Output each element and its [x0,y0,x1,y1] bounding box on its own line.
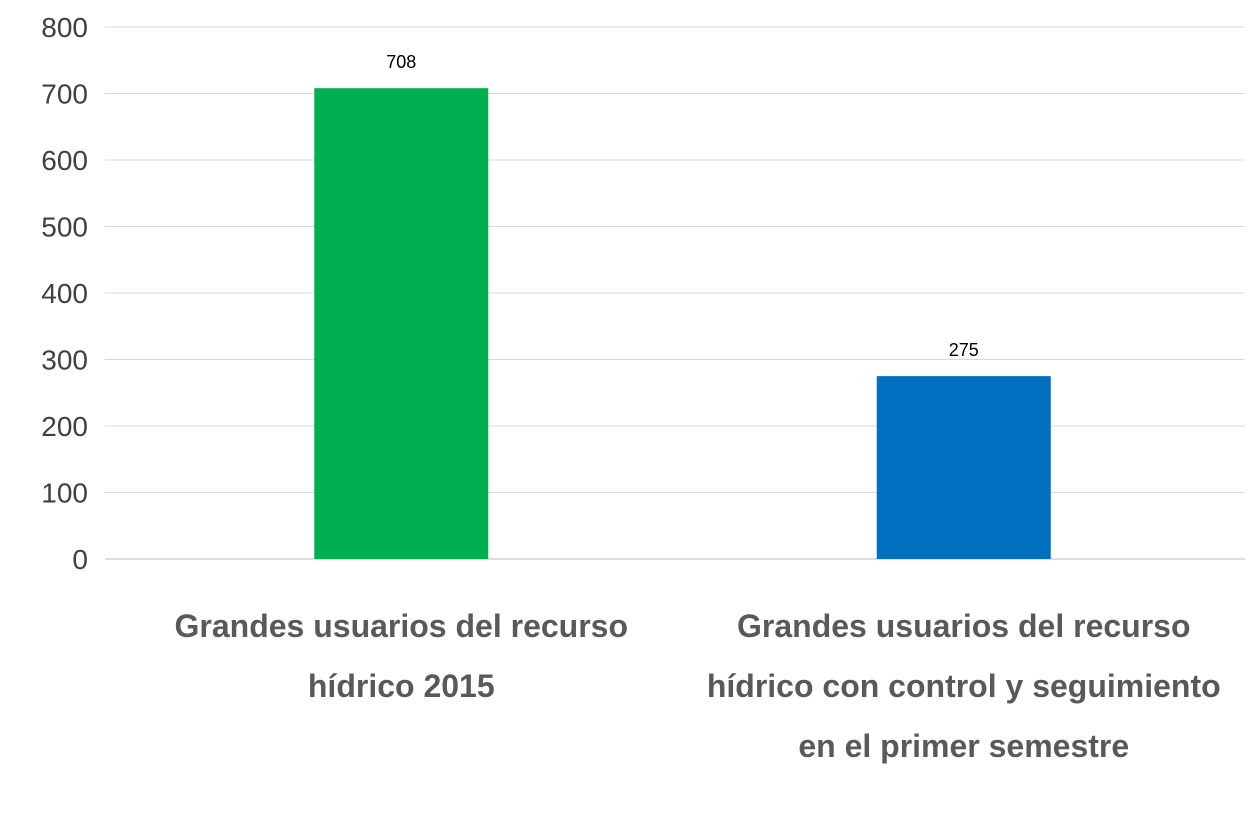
bar [314,88,489,560]
y-tick-label: 100 [41,478,88,509]
x-tick-label: Grandes usuarios del recurso hídrico con… [706,608,1221,764]
data-label: 275 [949,340,979,360]
data-label: 708 [386,52,416,72]
y-tick-label: 0 [72,544,88,575]
y-tick-label: 200 [41,411,88,442]
x-tick-label: Grandes usuarios del recurso hídrico 201… [174,608,629,704]
y-tick-label: 300 [41,345,88,376]
y-tick-label: 800 [41,12,88,43]
y-tick-label: 500 [41,212,88,243]
y-tick-label: 400 [41,278,88,309]
bar [876,376,1051,559]
y-tick-label: 700 [41,79,88,110]
y-tick-label: 600 [41,145,88,176]
